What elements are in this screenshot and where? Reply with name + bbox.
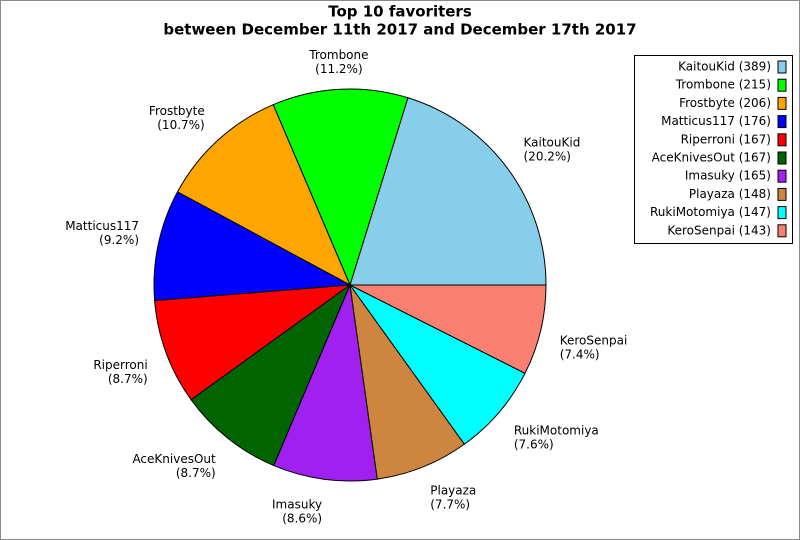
slice-percent: (8.7%) [108,372,148,386]
pie-slice [349,284,526,445]
slice-percent: (20.2%) [524,150,571,164]
pie-slice [154,284,352,401]
legend-swatch [777,115,787,129]
slice-percent: (10.7%) [157,118,204,132]
legend-label: Imasuky (165) [685,169,771,183]
slice-label: KeroSenpai [560,333,628,347]
slice-percent: (8.6%) [282,511,322,525]
slice-label: Imasuky [272,497,322,511]
legend-swatch [777,169,787,183]
pie-slice [272,88,409,287]
pie-slice [349,284,466,480]
slice-percent: (8.7%) [176,466,216,480]
pie-slice [349,97,547,286]
pie-slice [273,283,378,482]
legend-swatch [777,224,787,238]
legend-label: Matticus117 (176) [661,114,771,128]
slice-label: Playaza [430,484,476,498]
legend-label: Trombone (215) [675,78,771,92]
slice-label: Matticus117 [65,219,139,233]
pie-slice [153,191,352,302]
legend-swatch [777,60,787,74]
slice-percent: (9.2%) [99,233,139,247]
slice-label: KaitouKid [524,136,581,150]
chart-title: Top 10 favoriters [328,3,472,21]
legend-swatch [777,187,787,201]
pie-slice [176,104,352,287]
legend-label: RukiMotomiya (147) [650,205,771,219]
pie-slice [190,283,352,467]
legend-swatch [777,78,787,92]
legend-label: Frostbyte (206) [679,96,771,110]
legend-label: KaitouKid (389) [678,60,771,74]
slice-label: RukiMotomiya [514,424,599,438]
legend-swatch [777,151,787,165]
slice-label: Frostbyte [149,104,205,118]
slice-label: Riperroni [93,358,147,372]
legend-swatch [777,206,787,220]
legend-box [634,55,793,244]
legend-label: Playaza (148) [689,187,771,201]
legend-label: AceKnivesOut (167) [652,151,771,165]
chart-subtitle: between December 11th 2017 and December … [163,21,636,39]
slice-label: Trombone [308,48,368,62]
slice-percent: (7.4%) [560,347,600,361]
slice-percent: (7.6%) [514,438,554,452]
legend-label: Riperroni (167) [681,132,771,146]
legend-label: KeroSenpai (143) [667,223,771,237]
slice-label: AceKnivesOut [132,452,216,466]
legend-swatch [777,133,787,147]
legend-swatch [777,96,787,110]
slice-percent: (7.7%) [430,498,470,512]
pie-slice [349,284,547,374]
slice-percent: (11.2%) [315,62,362,76]
